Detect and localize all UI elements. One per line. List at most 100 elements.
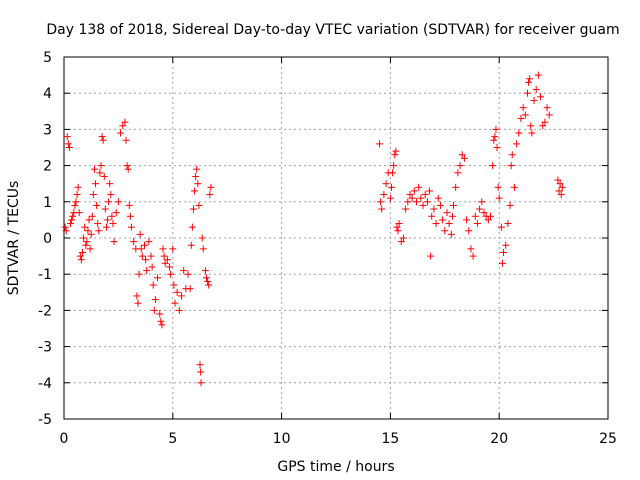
- data-point: [555, 187, 563, 195]
- data-point: [173, 288, 181, 296]
- data-point: [170, 281, 178, 289]
- data-point: [527, 122, 535, 130]
- data-point: [554, 176, 562, 184]
- data-point: [82, 241, 90, 249]
- data-point: [163, 256, 171, 264]
- data-point: [189, 205, 197, 213]
- axis-ticks: [63, 56, 609, 420]
- data-point: [417, 194, 425, 202]
- data-point: [521, 111, 529, 119]
- data-point: [426, 187, 434, 195]
- data-point: [436, 201, 444, 209]
- data-point: [465, 227, 473, 235]
- data-point: [441, 227, 449, 235]
- data-point: [197, 368, 205, 376]
- data-point: [102, 223, 110, 231]
- data-point: [191, 187, 199, 195]
- data-point: [97, 162, 105, 170]
- data-point: [61, 223, 69, 231]
- y-tick-label: -2: [38, 303, 52, 319]
- data-point: [517, 115, 525, 123]
- data-point: [460, 154, 468, 162]
- data-point: [136, 230, 144, 238]
- data-point: [445, 220, 453, 228]
- data-point: [478, 198, 486, 206]
- y-tick-label: 4: [43, 86, 52, 102]
- x-tick-label: 25: [599, 431, 617, 447]
- data-point: [143, 267, 151, 275]
- data-point: [491, 133, 499, 141]
- data-point: [490, 136, 498, 144]
- data-point: [392, 147, 400, 155]
- data-point: [157, 317, 165, 325]
- data-point: [526, 75, 534, 83]
- data-point: [194, 180, 202, 188]
- data-point: [98, 133, 106, 141]
- data-point: [67, 220, 75, 228]
- data-point: [480, 209, 488, 217]
- data-point: [394, 227, 402, 235]
- data-point: [142, 256, 150, 264]
- data-point: [77, 256, 85, 264]
- data-point: [187, 241, 195, 249]
- data-point: [63, 133, 71, 141]
- data-point: [382, 180, 390, 188]
- data-point: [69, 212, 77, 220]
- data-point: [75, 209, 83, 217]
- data-point: [90, 165, 98, 173]
- y-tick-label: -1: [38, 267, 52, 283]
- data-point: [195, 201, 203, 209]
- x-tick-labels: 0 5 10 15 20 25: [60, 431, 617, 447]
- data-point: [528, 129, 536, 137]
- data-point: [107, 191, 115, 199]
- data-point: [141, 241, 149, 249]
- data-point: [109, 220, 117, 228]
- data-point: [88, 212, 96, 220]
- data-point: [423, 198, 431, 206]
- data-point: [476, 205, 484, 213]
- data-point: [523, 89, 531, 97]
- data-point: [519, 104, 527, 112]
- data-point: [166, 263, 174, 271]
- data-point: [127, 223, 135, 231]
- data-point: [406, 191, 414, 199]
- data-point: [93, 201, 101, 209]
- data-point: [463, 216, 471, 224]
- data-point: [156, 310, 164, 318]
- data-point: [71, 201, 79, 209]
- data-point: [197, 379, 205, 387]
- data-point: [135, 270, 143, 278]
- data-point: [421, 191, 429, 199]
- data-point: [397, 238, 405, 246]
- data-point: [201, 267, 209, 275]
- data-point: [122, 136, 130, 144]
- data-point: [380, 191, 388, 199]
- data-point: [204, 277, 212, 285]
- data-point: [83, 238, 91, 246]
- data-point: [125, 201, 133, 209]
- data-point: [493, 144, 501, 151]
- data-point: [558, 183, 566, 191]
- data-point: [469, 252, 477, 260]
- data-point: [506, 201, 514, 209]
- data-point: [114, 198, 122, 206]
- data-point: [193, 165, 201, 173]
- data-point: [99, 136, 107, 144]
- y-tick-label: -3: [38, 340, 52, 356]
- data-point: [203, 274, 211, 282]
- data-point: [148, 263, 156, 271]
- data-point: [454, 169, 462, 177]
- data-point: [448, 212, 456, 220]
- data-point: [112, 209, 120, 217]
- data-point: [539, 122, 547, 130]
- data-point: [167, 270, 175, 278]
- data-point: [502, 241, 510, 249]
- y-tick-label: 0: [43, 231, 52, 247]
- data-point: [541, 118, 549, 126]
- y-tick-label: 2: [43, 159, 52, 175]
- data-point: [160, 252, 168, 260]
- data-point: [443, 209, 451, 217]
- data-point: [510, 183, 518, 191]
- data-point: [73, 191, 81, 199]
- data-point: [180, 267, 188, 275]
